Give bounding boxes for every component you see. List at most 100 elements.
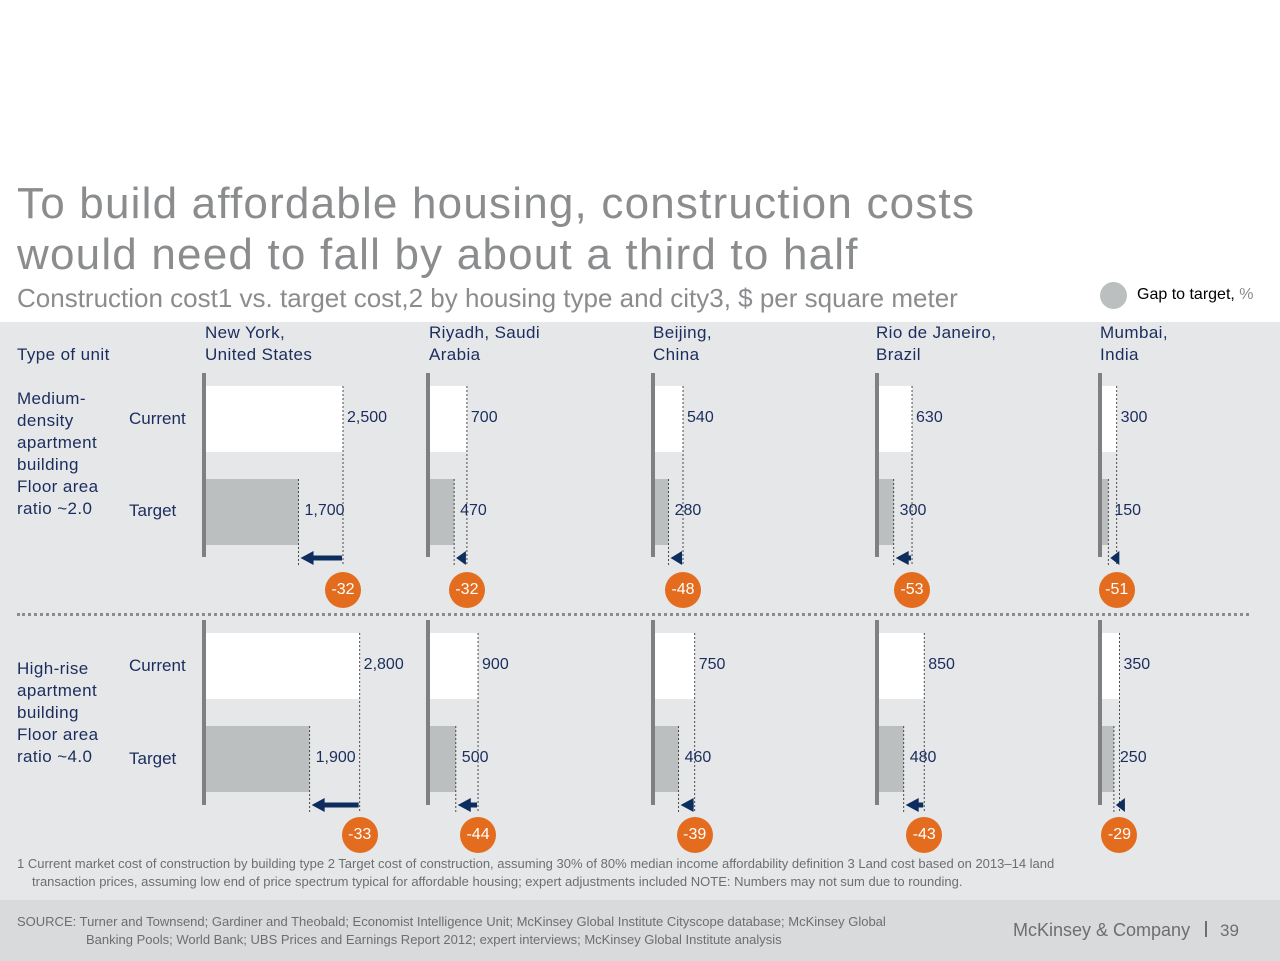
bar-current-riyadh-g1 — [428, 386, 467, 452]
axis-mumbai-g2 — [1098, 620, 1102, 805]
gap-arrow-riyadh-g2 — [457, 798, 478, 812]
city-header-mumbai: Mumbai, India — [1100, 323, 1168, 364]
gap-badge-beijing-g1: -48 — [665, 572, 702, 608]
bar-target-riyadh-g2 — [428, 726, 456, 792]
legend-label-text: Gap to target, — [1137, 286, 1235, 303]
city-header-riyadh: Riyadh, Saudi Arabia — [429, 323, 541, 364]
bar-target-mumbai-g2 — [1100, 726, 1114, 792]
group-divider — [17, 613, 1249, 616]
label-current-riyadh-g1: 700 — [470, 409, 498, 426]
bar-current-new-york-g1 — [204, 386, 343, 452]
gap-badge-mumbai-g1: -51 — [1098, 572, 1135, 608]
label-current-new-york-g1: 2,500 — [347, 409, 388, 426]
bar-current-beijing-g2 — [653, 633, 695, 699]
gap-badge-rio-g2: -43 — [906, 817, 943, 853]
unit-label-high-rise: High-rise apartment building Floor area … — [17, 659, 99, 766]
gap-badge-new-york-g2: -33 — [341, 817, 378, 853]
bar-current-rio-g2 — [877, 633, 925, 699]
bar-target-beijing-g2 — [653, 726, 679, 792]
label-current-rio-g2: 850 — [928, 656, 955, 673]
label-target-beijing-g1: 280 — [674, 502, 702, 519]
city-header-beijing: Beijing, China — [653, 323, 712, 364]
page-title: To build affordable housing, constructio… — [17, 179, 976, 279]
gap-badge-beijing-g2: -39 — [676, 817, 713, 853]
gap-badge-new-york-g1: -32 — [325, 572, 361, 608]
bar-target-riyadh-g1 — [428, 479, 455, 545]
legend-label: Gap to target, % — [1137, 286, 1254, 304]
page-separator — [1205, 921, 1207, 937]
bar-target-mumbai-g1 — [1100, 479, 1109, 545]
bar-current-beijing-g1 — [653, 386, 684, 452]
bar-current-mumbai-g2 — [1100, 633, 1120, 699]
gap-badge-mumbai-g2: -29 — [1101, 817, 1138, 853]
label-current-beijing-g2: 750 — [698, 656, 726, 673]
page-number: 39 — [1220, 921, 1239, 940]
label-current-riyadh-g2: 900 — [482, 656, 509, 673]
axis-new-york-g2 — [202, 620, 206, 805]
gap-badge-riyadh-g1: -32 — [448, 572, 485, 608]
gap-arrow-new-york-g2 — [311, 798, 359, 812]
footnote-line-1: 1 Current market cost of construction by… — [17, 856, 1055, 871]
unit-label-medium-density: Medium- density apartment building Floor… — [17, 389, 99, 518]
label-target-rio-g1: 300 — [899, 502, 927, 519]
bar-target-beijing-g1 — [653, 479, 669, 545]
label-target-riyadh-g1: 470 — [460, 502, 487, 519]
gap-arrow-mumbai-g2 — [1115, 798, 1125, 812]
gap-badge-riyadh-g2: -44 — [460, 817, 497, 853]
legend-unit: % — [1239, 286, 1254, 303]
gap-arrow-rio-g2 — [905, 798, 924, 812]
source-note: SOURCE: Turner and Townsend; Gardiner an… — [17, 913, 1007, 948]
bar-current-riyadh-g2 — [428, 633, 479, 699]
label-target-new-york-g1: 1,700 — [304, 502, 345, 519]
axis-new-york-g1 — [202, 373, 206, 557]
axis-rio-g2 — [875, 620, 879, 805]
row-label-current-high: Current — [129, 656, 186, 675]
label-target-riyadh-g2: 500 — [461, 749, 489, 766]
label-target-mumbai-g1: 150 — [1114, 502, 1142, 519]
row-label-current-medium: Current — [129, 409, 186, 428]
label-current-new-york-g2: 2,800 — [363, 656, 404, 673]
chart-subtitle: Construction cost1 vs. target cost,2 by … — [17, 283, 958, 313]
footnote-line-2: transaction prices, assuming low end of … — [32, 874, 963, 889]
footer-band — [0, 900, 1280, 961]
label-current-rio-g1: 630 — [916, 409, 943, 426]
bar-target-new-york-g2 — [204, 726, 310, 792]
label-current-mumbai-g1: 300 — [1120, 409, 1148, 426]
gap-arrow-riyadh-g1 — [456, 551, 466, 565]
axis-mumbai-g1 — [1098, 373, 1102, 557]
gap-badge-rio-g1: -53 — [894, 572, 931, 608]
axis-rio-g1 — [875, 373, 879, 557]
gap-arrow-new-york-g1 — [300, 551, 342, 565]
brand-name: McKinsey & Company — [1013, 920, 1191, 940]
axis-beijing-g2 — [651, 620, 655, 805]
axis-riyadh-g2 — [426, 620, 430, 805]
label-current-mumbai-g2: 350 — [1123, 656, 1151, 673]
gap-arrow-beijing-g1 — [670, 551, 683, 565]
bar-target-new-york-g1 — [204, 479, 299, 545]
axis-riyadh-g1 — [426, 373, 430, 557]
source-line-1: SOURCE: Turner and Townsend; Gardiner an… — [17, 914, 886, 929]
bar-current-new-york-g2 — [204, 633, 360, 699]
bar-target-rio-g1 — [877, 479, 894, 545]
legend-gap-marker — [1100, 282, 1127, 309]
row-label-target-medium: Target — [129, 501, 177, 520]
gap-arrow-rio-g1 — [895, 551, 912, 565]
bar-current-mumbai-g1 — [1100, 386, 1117, 452]
footnote: 1 Current market cost of construction by… — [17, 855, 1247, 891]
city-header-rio: Rio de Janeiro, Brazil — [876, 323, 997, 364]
city-header-new-york: New York, United States — [205, 323, 313, 364]
axis-beijing-g1 — [651, 373, 655, 557]
label-target-mumbai-g2: 250 — [1119, 749, 1147, 766]
label-target-beijing-g2: 460 — [684, 749, 712, 766]
label-current-beijing-g1: 540 — [687, 409, 714, 426]
gap-arrow-mumbai-g1 — [1110, 551, 1120, 565]
label-target-rio-g2: 480 — [909, 749, 937, 766]
bar-current-rio-g1 — [877, 386, 913, 452]
source-line-2: Banking Pools; World Bank; UBS Prices an… — [86, 931, 782, 947]
bar-target-rio-g2 — [877, 726, 904, 792]
row-label-target-high: Target — [129, 749, 177, 768]
gap-arrow-beijing-g2 — [680, 798, 694, 812]
label-target-new-york-g2: 1,900 — [315, 749, 356, 766]
type-of-unit-header: Type of unit — [17, 345, 110, 364]
